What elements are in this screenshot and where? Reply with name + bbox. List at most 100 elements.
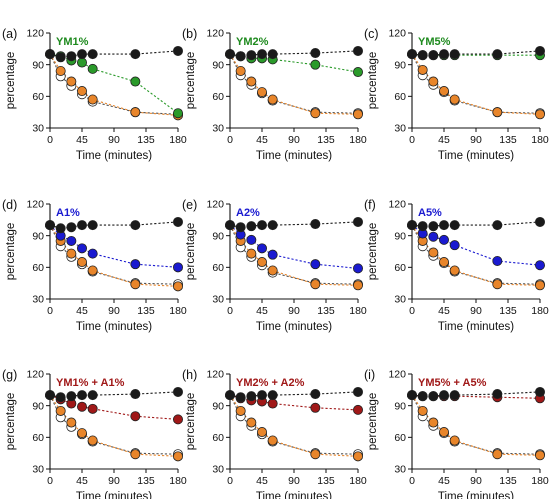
data-point	[267, 220, 278, 231]
panel-title: A5%	[418, 207, 442, 219]
data-point	[172, 414, 183, 425]
data-point	[310, 219, 321, 230]
data-point	[406, 220, 417, 231]
data-point	[417, 64, 428, 75]
data-point	[438, 390, 449, 401]
panel-title: YM2%	[236, 36, 269, 48]
panel-title: YM5%	[418, 36, 451, 48]
data-point	[256, 390, 267, 401]
data-point	[130, 279, 141, 290]
data-point	[130, 220, 141, 231]
y-tick-label: 120	[206, 369, 224, 381]
y-tick-label: 90	[212, 400, 224, 412]
x-tick-label: 0	[47, 305, 53, 317]
x-tick-label: 180	[531, 475, 549, 487]
data-point	[352, 280, 363, 291]
data-point	[87, 220, 98, 231]
panel-title: YM2% + A2%	[236, 377, 305, 389]
panel-label: (i)	[364, 368, 375, 382]
x-tick-label: 135	[499, 305, 517, 317]
x-tick-label: 45	[76, 305, 88, 317]
data-point	[45, 390, 56, 401]
data-point	[406, 49, 417, 60]
data-point	[246, 76, 257, 87]
panel-label: (b)	[182, 27, 197, 41]
x-tick-label: 135	[499, 134, 517, 146]
data-point	[130, 76, 141, 87]
data-point	[310, 402, 321, 413]
data-point	[438, 86, 449, 97]
y-tick-label: 120	[206, 199, 224, 211]
x-tick-label: 90	[288, 475, 300, 487]
data-point	[87, 265, 98, 276]
panel-a: (a) YM1% 30 60 90 120 0 45 90 135 180 Time (minutes…	[2, 27, 187, 162]
data-point	[77, 220, 88, 231]
data-point	[535, 109, 546, 120]
data-point	[492, 255, 503, 266]
x-tick-label: 135	[499, 475, 517, 487]
x-tick-label: 180	[169, 475, 187, 487]
y-tick-label: 120	[206, 28, 224, 40]
x-axis-title: Time (minutes)	[256, 150, 332, 162]
y-axis-title: percentage	[367, 52, 379, 110]
data-point	[235, 66, 246, 77]
data-point	[172, 216, 183, 227]
x-axis-title: Time (minutes)	[256, 321, 332, 333]
data-point	[87, 63, 98, 74]
y-tick-label: 60	[394, 91, 406, 103]
data-point	[246, 234, 257, 245]
y-tick-label: 60	[212, 91, 224, 103]
data-point	[267, 265, 278, 276]
data-point	[449, 220, 460, 231]
y-tick-label: 90	[394, 230, 406, 242]
data-point	[66, 235, 77, 246]
data-point	[172, 451, 183, 462]
x-tick-label: 180	[169, 134, 187, 146]
data-point	[66, 417, 77, 428]
y-tick-label: 120	[26, 369, 44, 381]
y-tick-label: 90	[32, 59, 44, 71]
y-tick-label: 60	[32, 91, 44, 103]
data-point	[449, 265, 460, 276]
data-point	[246, 391, 257, 402]
data-point	[256, 87, 267, 98]
data-point	[492, 220, 503, 231]
data-point	[224, 390, 235, 401]
x-tick-label: 90	[108, 134, 120, 146]
y-tick-label: 60	[394, 432, 406, 444]
y-axis-title: percentage	[5, 393, 17, 451]
data-point	[417, 405, 428, 416]
panel-label: (g)	[2, 368, 17, 382]
data-point	[267, 249, 278, 260]
y-axis-title: percentage	[5, 52, 17, 110]
panel-g: (g) YM1% + A1% 30 60 90 120 0 45 90 135 180 Time (m…	[2, 368, 187, 499]
x-tick-label: 0	[409, 134, 415, 146]
data-point	[406, 390, 417, 401]
data-point	[55, 392, 66, 403]
data-point	[246, 221, 257, 232]
y-tick-label: 30	[212, 123, 224, 135]
data-point	[352, 45, 363, 56]
y-tick-label: 30	[212, 294, 224, 306]
data-point	[417, 391, 428, 402]
data-point	[535, 280, 546, 291]
panel-title: YM1% + A1%	[56, 377, 125, 389]
y-tick-label: 60	[32, 262, 44, 274]
data-point	[352, 67, 363, 78]
data-point	[66, 222, 77, 233]
x-tick-label: 135	[317, 305, 335, 317]
data-point	[66, 248, 77, 259]
y-tick-label: 60	[394, 262, 406, 274]
data-point	[417, 50, 428, 61]
data-point	[77, 257, 88, 268]
x-tick-label: 0	[47, 134, 53, 146]
data-point	[87, 49, 98, 60]
data-point	[246, 417, 257, 428]
panel-title: YM5% + A5%	[418, 377, 487, 389]
data-point	[438, 427, 449, 438]
panel-label: (d)	[2, 198, 17, 212]
data-point	[267, 435, 278, 446]
x-axis-title: Time (minutes)	[438, 321, 514, 333]
panel-d: (d) A1% 30 60 90 120 0 45 90 135 180 Time (minutes)…	[2, 198, 187, 333]
x-axis-title: Time (minutes)	[256, 491, 332, 499]
